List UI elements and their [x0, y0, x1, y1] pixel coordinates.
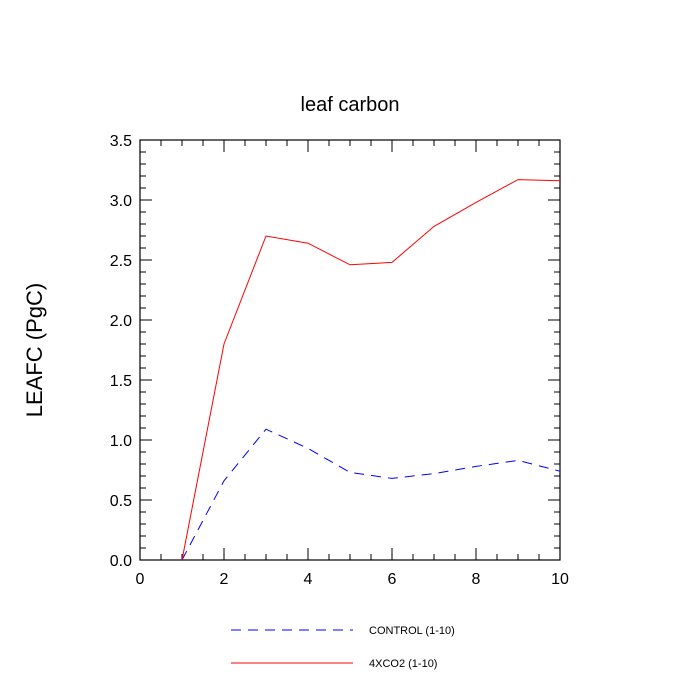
x-tick-label: 0: [136, 571, 145, 588]
y-tick-label: 3.5: [110, 133, 132, 150]
y-tick-label: 2.5: [110, 253, 132, 270]
legend: CONTROL (1-10) 4XCO2 (1-10): [231, 625, 455, 670]
x-tick-label: 6: [388, 571, 397, 588]
chart-title: leaf carbon: [301, 94, 400, 116]
x-tick-label: 2: [220, 571, 229, 588]
y-tick-label: 1.5: [110, 373, 132, 390]
series-line-4xco2: [181, 179, 561, 561]
y-tick-label: 0.0: [110, 553, 132, 570]
y-tick-label: 3.0: [110, 193, 132, 210]
series-line-control: [181, 428, 561, 561]
y-tick-label: 1.0: [110, 433, 132, 450]
series-layer: [181, 179, 561, 561]
x-tick-label: 8: [472, 571, 481, 588]
legend-label: CONTROL (1-10): [369, 625, 455, 637]
legend-label: 4XCO2 (1-10): [369, 658, 437, 670]
axis-ticks: 0 2 4 6 8 10 0.0 0.5 1.0 1.5 2.0 2.5 3.0 3.5: [110, 133, 569, 588]
x-tick-label: 10: [551, 571, 569, 588]
x-tick-label: 4: [304, 571, 313, 588]
plot-frame: [139, 139, 561, 561]
y-tick-label: 0.5: [110, 493, 132, 510]
y-axis-label: LEAFC (PgC): [22, 283, 47, 417]
y-tick-label: 2.0: [110, 313, 132, 330]
